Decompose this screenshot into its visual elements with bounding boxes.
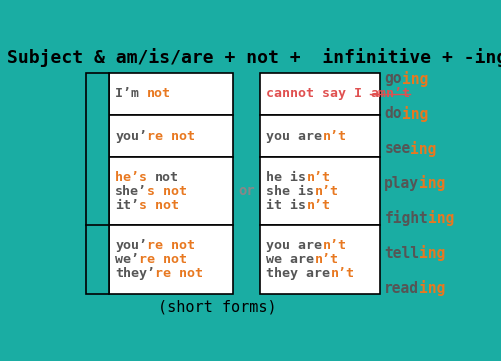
Bar bbox=[260, 225, 380, 294]
Text: he’s: he’s bbox=[115, 171, 155, 184]
Bar bbox=[260, 73, 380, 115]
Text: tell: tell bbox=[384, 246, 419, 261]
Text: you are: you are bbox=[267, 130, 323, 143]
Text: she is: she is bbox=[267, 185, 315, 198]
Text: they’: they’ bbox=[115, 267, 155, 280]
Text: s not: s not bbox=[147, 185, 187, 198]
Text: n’t: n’t bbox=[323, 130, 347, 143]
Bar bbox=[260, 115, 380, 157]
Text: re not: re not bbox=[139, 253, 187, 266]
Text: ing: ing bbox=[419, 280, 445, 296]
Text: re not: re not bbox=[147, 130, 195, 143]
Bar bbox=[109, 115, 233, 157]
Text: they are: they are bbox=[267, 267, 331, 280]
Text: you are: you are bbox=[267, 239, 323, 252]
Text: n’t: n’t bbox=[307, 171, 331, 184]
Text: it’: it’ bbox=[115, 199, 139, 212]
Text: n’t: n’t bbox=[315, 253, 339, 266]
Text: Subject & am/is/are + not +  infinitive + -ing: Subject & am/is/are + not + infinitive +… bbox=[7, 48, 501, 68]
Text: (short forms): (short forms) bbox=[158, 299, 277, 314]
Text: go: go bbox=[384, 71, 402, 86]
Text: he is: he is bbox=[267, 171, 307, 184]
Text: we are: we are bbox=[267, 253, 315, 266]
Text: I’m: I’m bbox=[115, 87, 147, 100]
Bar bbox=[109, 73, 233, 115]
Text: ing: ing bbox=[410, 140, 437, 157]
Text: not: not bbox=[155, 171, 179, 184]
Text: n’t: n’t bbox=[331, 267, 354, 280]
Bar bbox=[86, 73, 109, 294]
Text: ing: ing bbox=[402, 71, 428, 87]
Text: see: see bbox=[384, 141, 410, 156]
Text: n’t: n’t bbox=[307, 199, 331, 212]
Text: n’t: n’t bbox=[323, 239, 347, 252]
Text: ing: ing bbox=[428, 210, 454, 226]
Text: we’: we’ bbox=[115, 253, 139, 266]
Text: you’: you’ bbox=[115, 239, 147, 252]
Bar bbox=[260, 157, 380, 225]
Text: play: play bbox=[384, 176, 419, 191]
Text: ing: ing bbox=[402, 106, 428, 122]
Text: n’t: n’t bbox=[315, 185, 339, 198]
Text: ing: ing bbox=[419, 245, 445, 261]
Text: cannot say I: cannot say I bbox=[267, 87, 370, 100]
Text: Singular: Singular bbox=[91, 119, 104, 179]
Text: you’: you’ bbox=[115, 130, 147, 143]
Text: she’: she’ bbox=[115, 185, 147, 198]
Bar bbox=[109, 225, 233, 294]
Text: fight: fight bbox=[384, 210, 428, 226]
Text: it is: it is bbox=[267, 199, 307, 212]
Text: read: read bbox=[384, 281, 419, 296]
Text: ing: ing bbox=[419, 175, 445, 191]
Bar bbox=[109, 157, 233, 225]
Text: s not: s not bbox=[139, 199, 179, 212]
Text: Plural: Plural bbox=[91, 237, 104, 282]
Text: amn’t: amn’t bbox=[370, 87, 410, 100]
Text: re not: re not bbox=[147, 239, 195, 252]
Text: or: or bbox=[238, 184, 255, 198]
Text: re not: re not bbox=[155, 267, 203, 280]
Text: do: do bbox=[384, 106, 402, 121]
Text: not: not bbox=[147, 87, 171, 100]
